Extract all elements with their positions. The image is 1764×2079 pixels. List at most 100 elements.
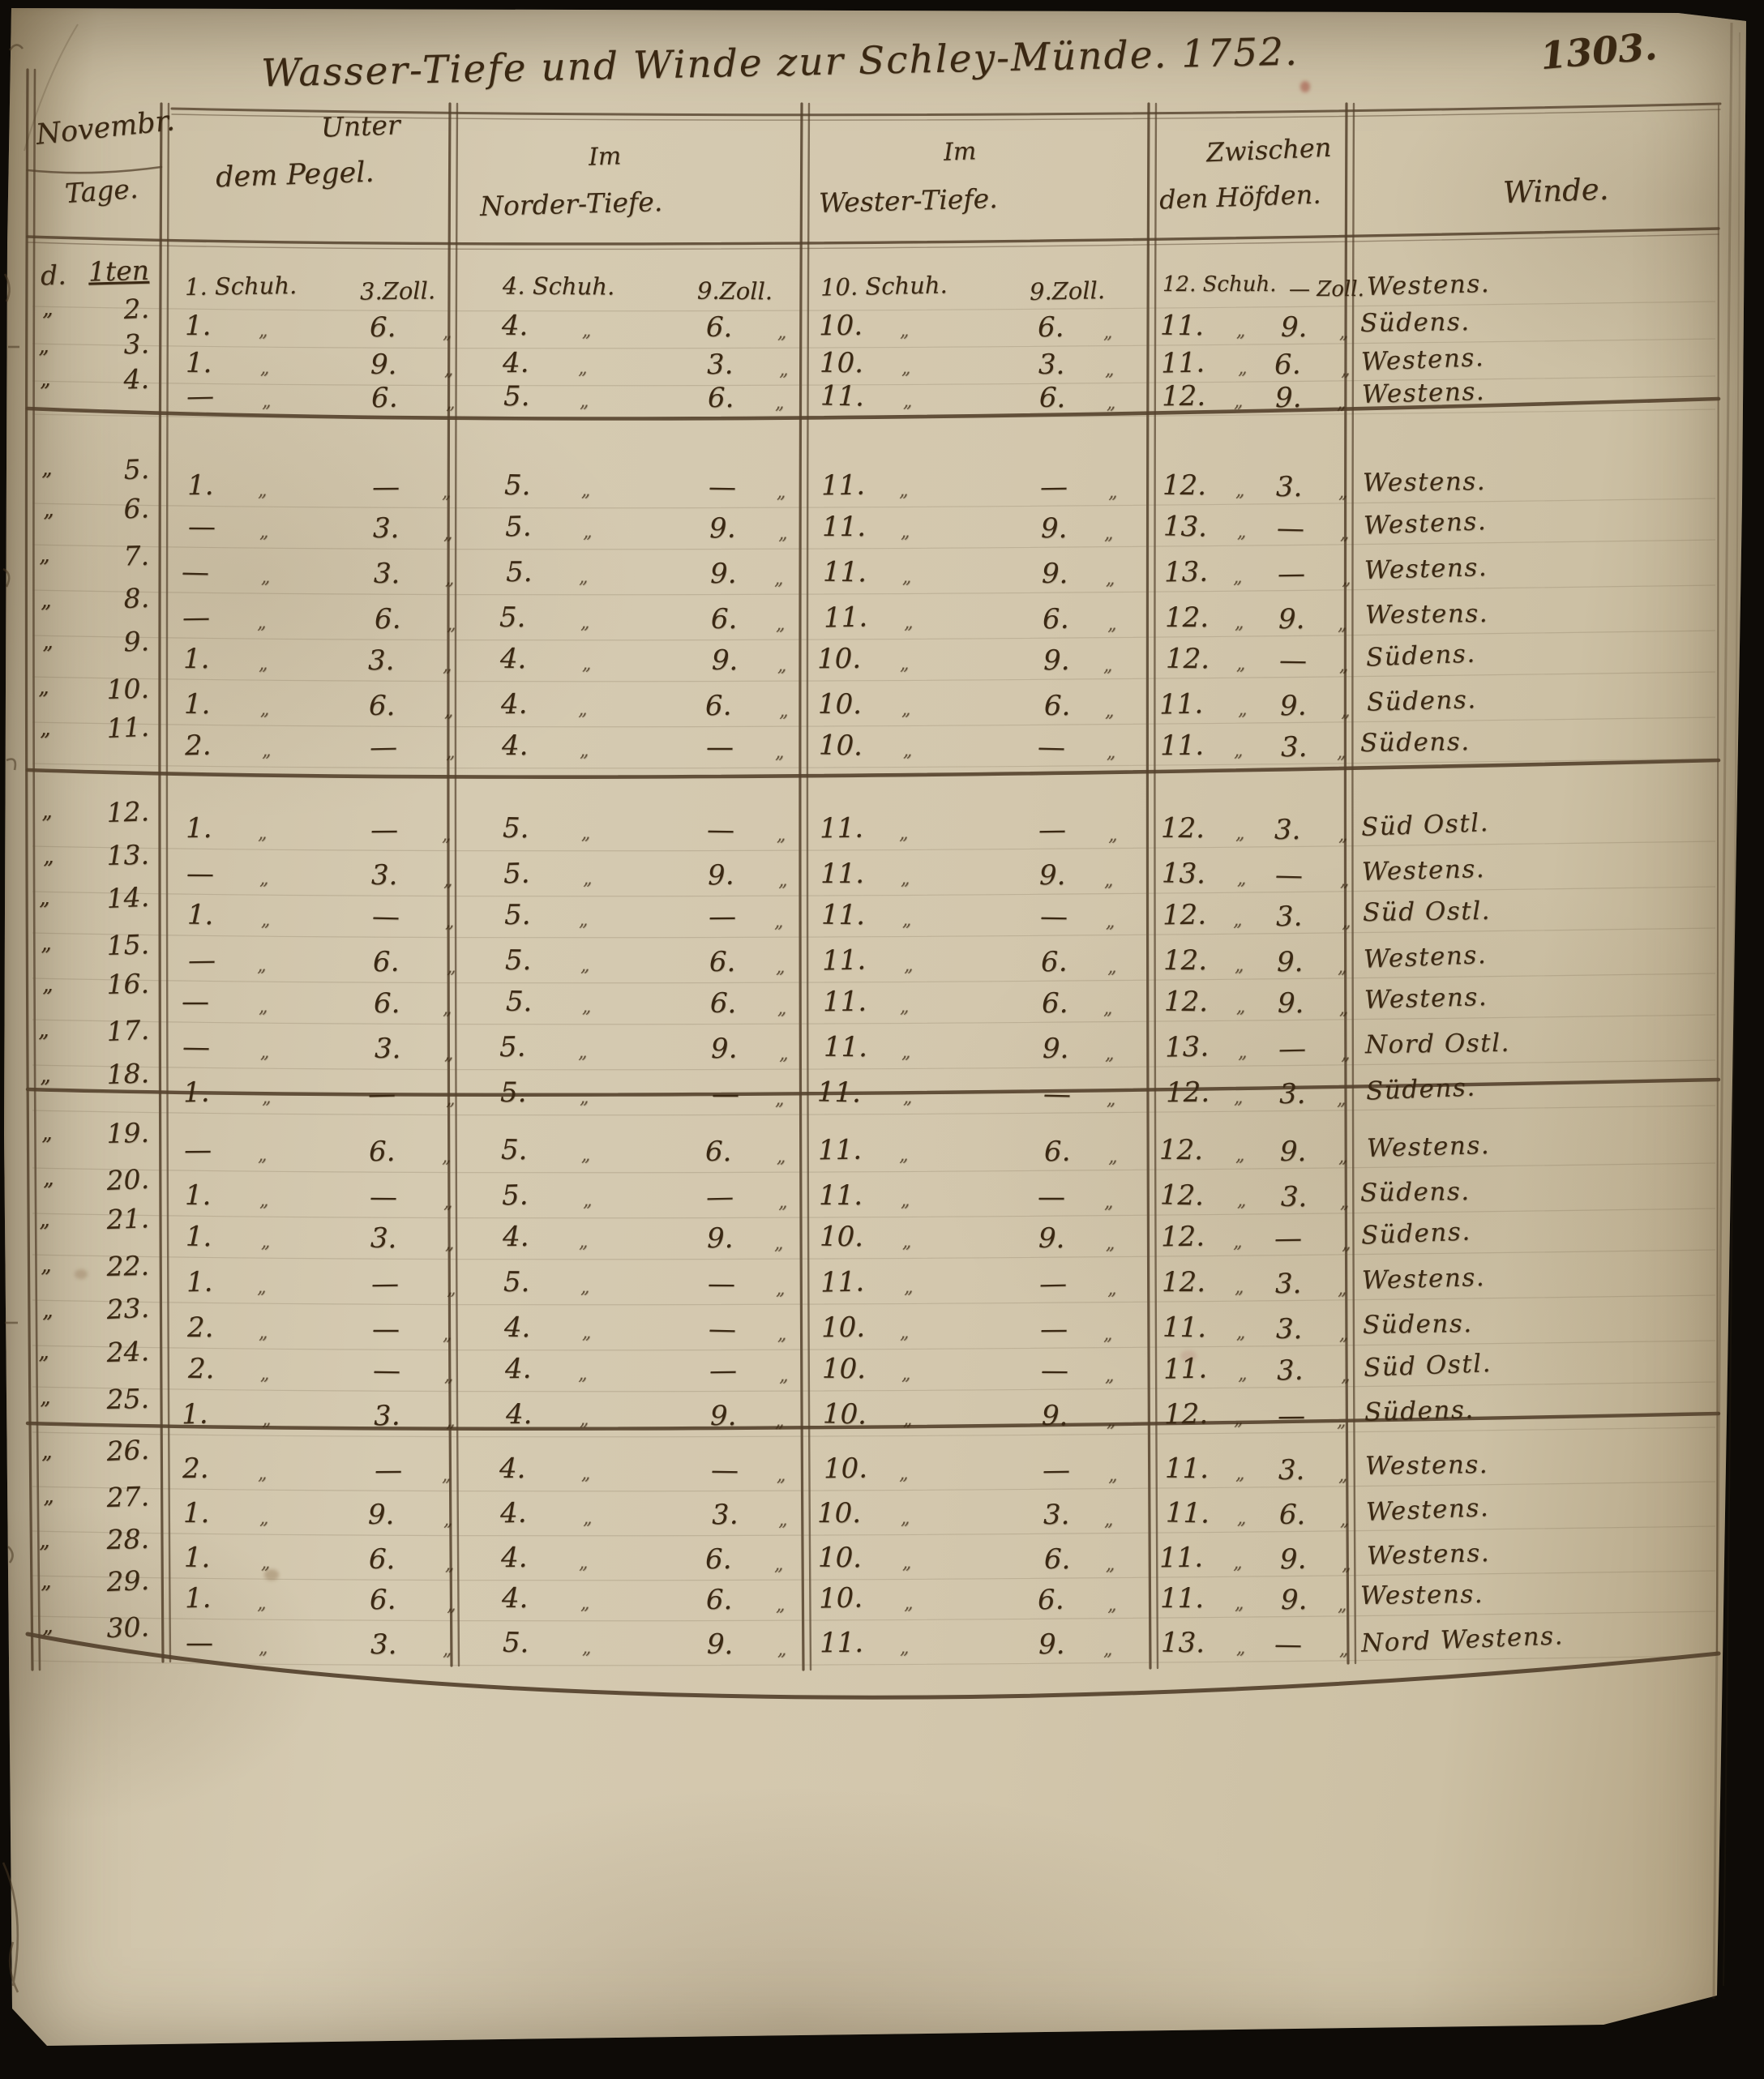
measure-schuh-value: 5. xyxy=(505,985,533,1019)
wind-direction: Südens. xyxy=(1359,727,1471,758)
ditto-mark: „ xyxy=(1235,320,1246,342)
measure-zoll-value: 9. xyxy=(1039,859,1066,892)
measure-schuh-value: 10. xyxy=(818,729,863,763)
ditto-mark: „ xyxy=(1339,870,1350,892)
ditto-mark: „ xyxy=(899,320,910,342)
wind-direction: Südens. xyxy=(1366,685,1478,717)
measure-schuh-value: 11. xyxy=(820,1265,865,1299)
ditto-mark: „ xyxy=(259,1042,270,1063)
measure-schuh-value: 13. xyxy=(1164,1030,1210,1064)
measure-schuh-value: 4. xyxy=(503,1311,531,1345)
ditto-mark: „ xyxy=(261,1409,272,1431)
ditto-mark: „ xyxy=(1106,392,1116,414)
measure-zoll-value: 9. xyxy=(706,1221,734,1256)
ditto-mark: „ xyxy=(259,521,269,543)
ditto-mark: „ xyxy=(580,741,589,761)
measure-schuh-value: 10. xyxy=(821,1352,867,1386)
wind-direction: Westens. xyxy=(1362,466,1487,498)
ditto-mark: „ xyxy=(443,1043,454,1065)
day-ditto-mark: „ xyxy=(38,885,50,911)
day-label: 24. xyxy=(105,1335,150,1369)
ditto-mark: „ xyxy=(1338,1595,1347,1615)
measure-zoll-value: 6. xyxy=(1274,348,1301,382)
ditto-mark: „ xyxy=(901,1042,911,1063)
ditto-mark: „ xyxy=(581,1637,592,1659)
ditto-mark: „ xyxy=(1104,359,1115,381)
ditto-mark: „ xyxy=(578,1231,589,1253)
ditto-mark: „ xyxy=(581,653,592,675)
measure-schuh-value: 11. xyxy=(820,468,866,503)
ditto-mark: „ xyxy=(1236,1508,1247,1529)
measure-zoll-value: — xyxy=(709,1354,738,1388)
ditto-mark: „ xyxy=(902,1409,913,1431)
ditto-mark: „ xyxy=(1105,911,1115,933)
ditto-mark: „ xyxy=(1102,998,1113,1020)
day-ditto-mark: „ xyxy=(42,497,55,523)
day-ditto-mark: „ xyxy=(37,1339,50,1365)
measure-schuh-value: — xyxy=(186,379,215,413)
ditto-mark: „ xyxy=(580,1410,589,1430)
measure-zoll-value: 3. xyxy=(1275,1268,1302,1300)
day-label: 27. xyxy=(105,1480,150,1514)
measure-schuh-value: 12. xyxy=(1159,1179,1205,1213)
col-header-norder-line2: Norder-Tiefe. xyxy=(479,186,663,222)
wind-direction: Süd Ostl. xyxy=(1362,896,1492,928)
ditto-mark: „ xyxy=(1104,1043,1115,1065)
col-header-norder-line1: Im xyxy=(588,142,622,172)
ditto-mark: „ xyxy=(577,357,588,379)
ditto-mark: „ xyxy=(441,481,452,503)
ditto-mark: „ xyxy=(259,1323,268,1343)
ditto-mark: „ xyxy=(1237,1363,1248,1385)
measure-zoll-value: 6. xyxy=(1037,1583,1064,1617)
measure-zoll-value: 9. xyxy=(1280,310,1308,344)
ditto-mark: „ xyxy=(1336,742,1347,764)
ditto-mark: „ xyxy=(777,523,788,545)
measure-zoll-value: — xyxy=(371,470,400,504)
ditto-mark: „ xyxy=(903,1277,914,1298)
measure-schuh-value: 4. xyxy=(506,1398,533,1431)
measure-zoll-value: 6. xyxy=(705,1583,733,1617)
ditto-mark: „ xyxy=(775,393,785,413)
ditto-mark: „ xyxy=(1232,567,1243,588)
wind-direction: Westens. xyxy=(1366,1131,1491,1163)
day-ditto-mark: „ xyxy=(39,366,52,392)
ditto-mark: „ xyxy=(898,1463,909,1485)
day-label: 7. xyxy=(123,539,150,572)
measure-schuh-value: 11. xyxy=(1165,1496,1210,1530)
measure-zoll-value: 6. xyxy=(374,602,401,636)
measure-schuh-value: 5. xyxy=(502,811,529,845)
measure-zoll-value: 3. xyxy=(372,511,400,545)
ditto-mark: „ xyxy=(1102,1639,1113,1661)
measure-schuh-value: 11. xyxy=(1158,1541,1204,1575)
day-ditto-mark: „ xyxy=(42,1166,54,1191)
ditto-mark: „ xyxy=(1235,996,1246,1018)
ditto-mark: „ xyxy=(1106,742,1116,764)
ditto-mark: „ xyxy=(578,1552,589,1574)
wind-direction: Süd Ostl. xyxy=(1360,807,1490,843)
measure-schuh-value: 1. xyxy=(181,1397,208,1431)
ditto-mark: „ xyxy=(1104,1510,1114,1530)
measure-zoll-value: 6. xyxy=(1041,986,1068,1020)
measure-schuh-value: 10. xyxy=(817,1541,863,1575)
ditto-mark: „ xyxy=(259,699,270,721)
measure-schuh-value: 12. xyxy=(1163,1397,1209,1431)
day-ditto-mark: „ xyxy=(40,588,52,614)
ditto-mark: „ xyxy=(899,1322,910,1344)
ditto-mark: „ xyxy=(898,823,909,845)
measure-zoll-value: — xyxy=(370,1267,400,1301)
measure-zoll-value: 3. xyxy=(370,1628,397,1661)
measure-schuh-value: 11. xyxy=(820,379,865,413)
ditto-mark: „ xyxy=(580,391,589,412)
measure-schuh-value: 5. xyxy=(501,1179,529,1213)
measure-schuh-value: 10. xyxy=(818,1581,863,1615)
measure-zoll-value: 3. xyxy=(1274,813,1301,847)
measure-zoll-value: 6. xyxy=(1043,1135,1071,1169)
ditto-mark: „ xyxy=(1336,1089,1347,1110)
measure-zoll-value: 6. xyxy=(704,689,732,723)
measure-schuh-value: 5. xyxy=(499,1030,526,1064)
wind-direction: Süd Ostl. xyxy=(1363,1348,1492,1384)
ditto-mark: „ xyxy=(777,998,787,1020)
measure-schuh-value: 4. xyxy=(499,1496,527,1530)
measure-schuh-value: 11. xyxy=(822,985,867,1019)
measure-zoll-value: 6. xyxy=(370,381,398,415)
